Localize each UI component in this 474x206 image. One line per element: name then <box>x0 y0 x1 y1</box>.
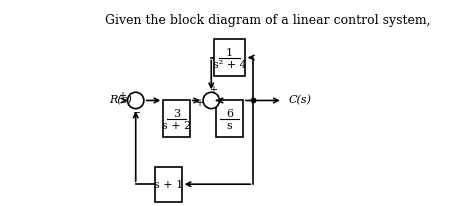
Text: s: s <box>227 121 233 131</box>
Text: Given the block diagram of a linear control system,: Given the block diagram of a linear cont… <box>105 14 430 27</box>
Text: s² + 4: s² + 4 <box>213 60 246 70</box>
Text: +: + <box>195 98 203 108</box>
Text: 1: 1 <box>226 48 233 58</box>
Bar <box>155 167 182 201</box>
Text: R(s): R(s) <box>109 95 132 105</box>
Text: +: + <box>118 91 127 101</box>
Bar <box>216 101 243 138</box>
Circle shape <box>203 93 219 109</box>
Circle shape <box>128 93 144 109</box>
Bar <box>163 101 190 138</box>
Bar <box>214 40 245 77</box>
Text: +: + <box>210 84 217 94</box>
Text: −: − <box>133 108 141 118</box>
Text: C(s): C(s) <box>289 95 312 105</box>
Text: 6: 6 <box>226 109 233 119</box>
Text: s + 1: s + 1 <box>154 179 183 189</box>
Text: s + 2: s + 2 <box>162 121 191 131</box>
Text: 3: 3 <box>173 109 180 119</box>
